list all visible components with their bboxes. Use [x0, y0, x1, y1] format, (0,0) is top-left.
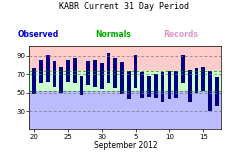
Bar: [99, 63, 103, 89]
Bar: [167, 71, 171, 99]
Bar: [120, 62, 123, 93]
Bar: [106, 53, 110, 83]
Bar: [207, 71, 211, 111]
Bar: [59, 67, 63, 93]
Bar: [126, 71, 130, 99]
Bar: [46, 55, 49, 82]
Bar: [187, 70, 191, 102]
Text: Observed: Observed: [18, 30, 59, 39]
Bar: [214, 77, 218, 106]
Bar: [133, 55, 137, 88]
Bar: [39, 60, 43, 83]
Bar: [173, 71, 177, 98]
Bar: [72, 58, 76, 83]
Bar: [180, 55, 184, 83]
Text: Normals: Normals: [95, 30, 130, 39]
Bar: [79, 76, 83, 95]
Bar: [160, 72, 164, 102]
X-axis label: September 2012: September 2012: [93, 141, 157, 150]
Bar: [200, 67, 204, 91]
Bar: [29, 91, 220, 129]
Bar: [153, 74, 157, 98]
Bar: [52, 61, 56, 87]
Bar: [29, 46, 220, 129]
Bar: [66, 60, 70, 82]
Bar: [86, 61, 90, 85]
Bar: [32, 68, 36, 94]
Bar: [194, 68, 197, 93]
Text: Records: Records: [163, 30, 197, 39]
Bar: [140, 72, 144, 98]
Bar: [29, 71, 220, 91]
Text: KABR Current 31 Day Period: KABR Current 31 Day Period: [59, 2, 189, 11]
Bar: [147, 76, 150, 97]
Bar: [113, 58, 117, 88]
Bar: [93, 60, 97, 87]
